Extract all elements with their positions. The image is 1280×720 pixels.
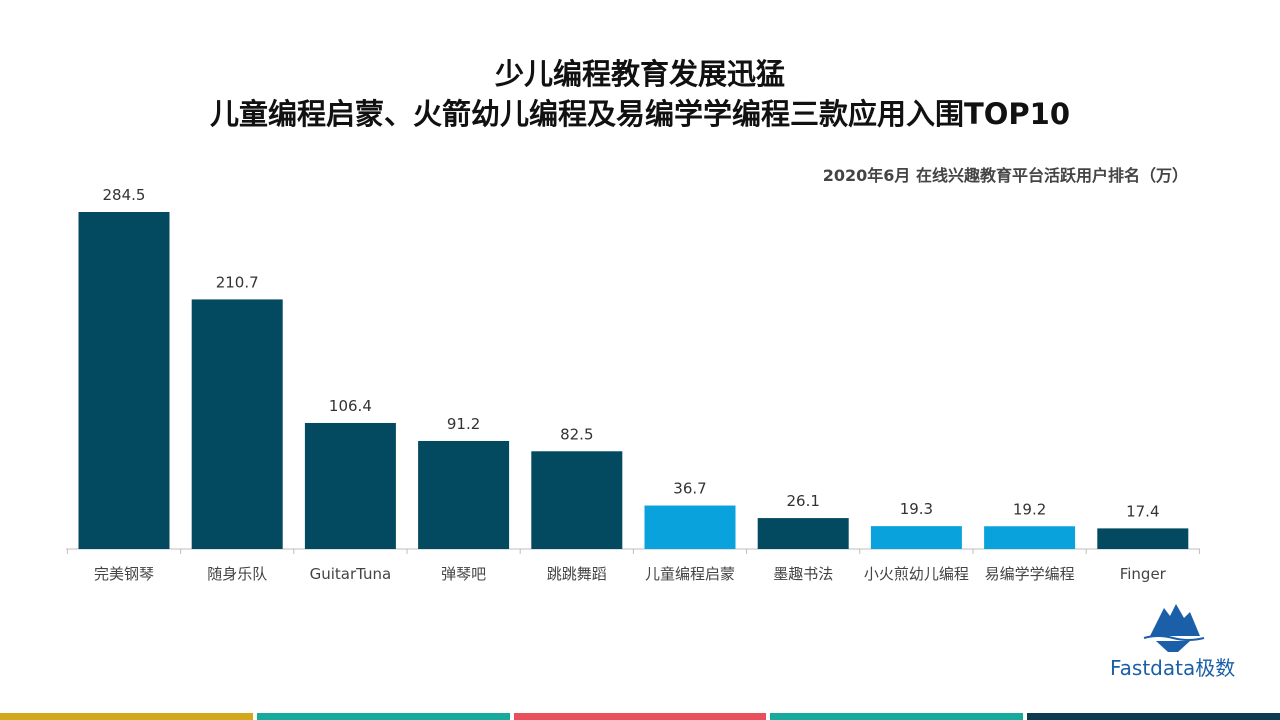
category-label: 完美钢琴 [94, 565, 154, 583]
page-title: 少儿编程教育发展迅猛 [494, 57, 785, 91]
data-label: 106.4 [329, 397, 372, 415]
data-label: 19.3 [900, 500, 933, 518]
bar [531, 451, 623, 549]
footer-segment [770, 713, 1024, 720]
data-label: 36.7 [673, 480, 706, 498]
category-label: 随身乐队 [207, 565, 267, 583]
bar [191, 299, 283, 549]
bar [418, 440, 510, 549]
category-label: 跳跳舞蹈 [547, 565, 607, 583]
data-label: 91.2 [447, 415, 480, 433]
footer-segment [513, 713, 767, 720]
iceberg-logo-icon [1143, 604, 1205, 652]
bar [984, 526, 1076, 549]
data-label: 284.5 [103, 186, 146, 204]
bar-chart: 284.5 完美钢琴 210.7 随身乐队 106.4 GuitarTuna 91.2 弹琴吧… [66, 186, 1200, 583]
data-label: 82.5 [560, 425, 593, 443]
data-label: 17.4 [1126, 502, 1159, 520]
data-label: 19.2 [1013, 500, 1046, 518]
category-label: 墨趣书法 [773, 565, 833, 583]
category-label: 儿童编程启蒙 [645, 565, 735, 583]
logo-text: Fastdata极数 [1110, 656, 1236, 680]
category-label: 小火煎幼儿编程 [864, 565, 969, 583]
footer-segment [1027, 713, 1280, 720]
footer-segment [256, 713, 510, 720]
bar [304, 422, 396, 549]
category-label: 易编学学编程 [985, 565, 1075, 583]
bar [1097, 528, 1189, 549]
category-label: Finger [1120, 565, 1167, 583]
bar [78, 212, 170, 549]
bar [870, 526, 962, 549]
footer-bar [0, 713, 1280, 720]
chart-subtitle: 2020年6月 在线兴趣教育平台活跃用户排名（万） [822, 166, 1188, 185]
footer-segment [0, 713, 253, 720]
category-label: GuitarTuna [310, 565, 392, 583]
category-label: 弹琴吧 [441, 565, 486, 583]
title-block: 少儿编程教育发展迅猛 儿童编程启蒙、火箭幼儿编程及易编学学编程三款应用入围TOP… [0, 54, 1280, 134]
data-label: 210.7 [216, 273, 259, 291]
data-label: 26.1 [786, 492, 819, 510]
page-subtitle-headline: 儿童编程启蒙、火箭幼儿编程及易编学学编程三款应用入围TOP10 [209, 97, 1071, 131]
bar [757, 518, 849, 549]
bar [644, 505, 736, 549]
